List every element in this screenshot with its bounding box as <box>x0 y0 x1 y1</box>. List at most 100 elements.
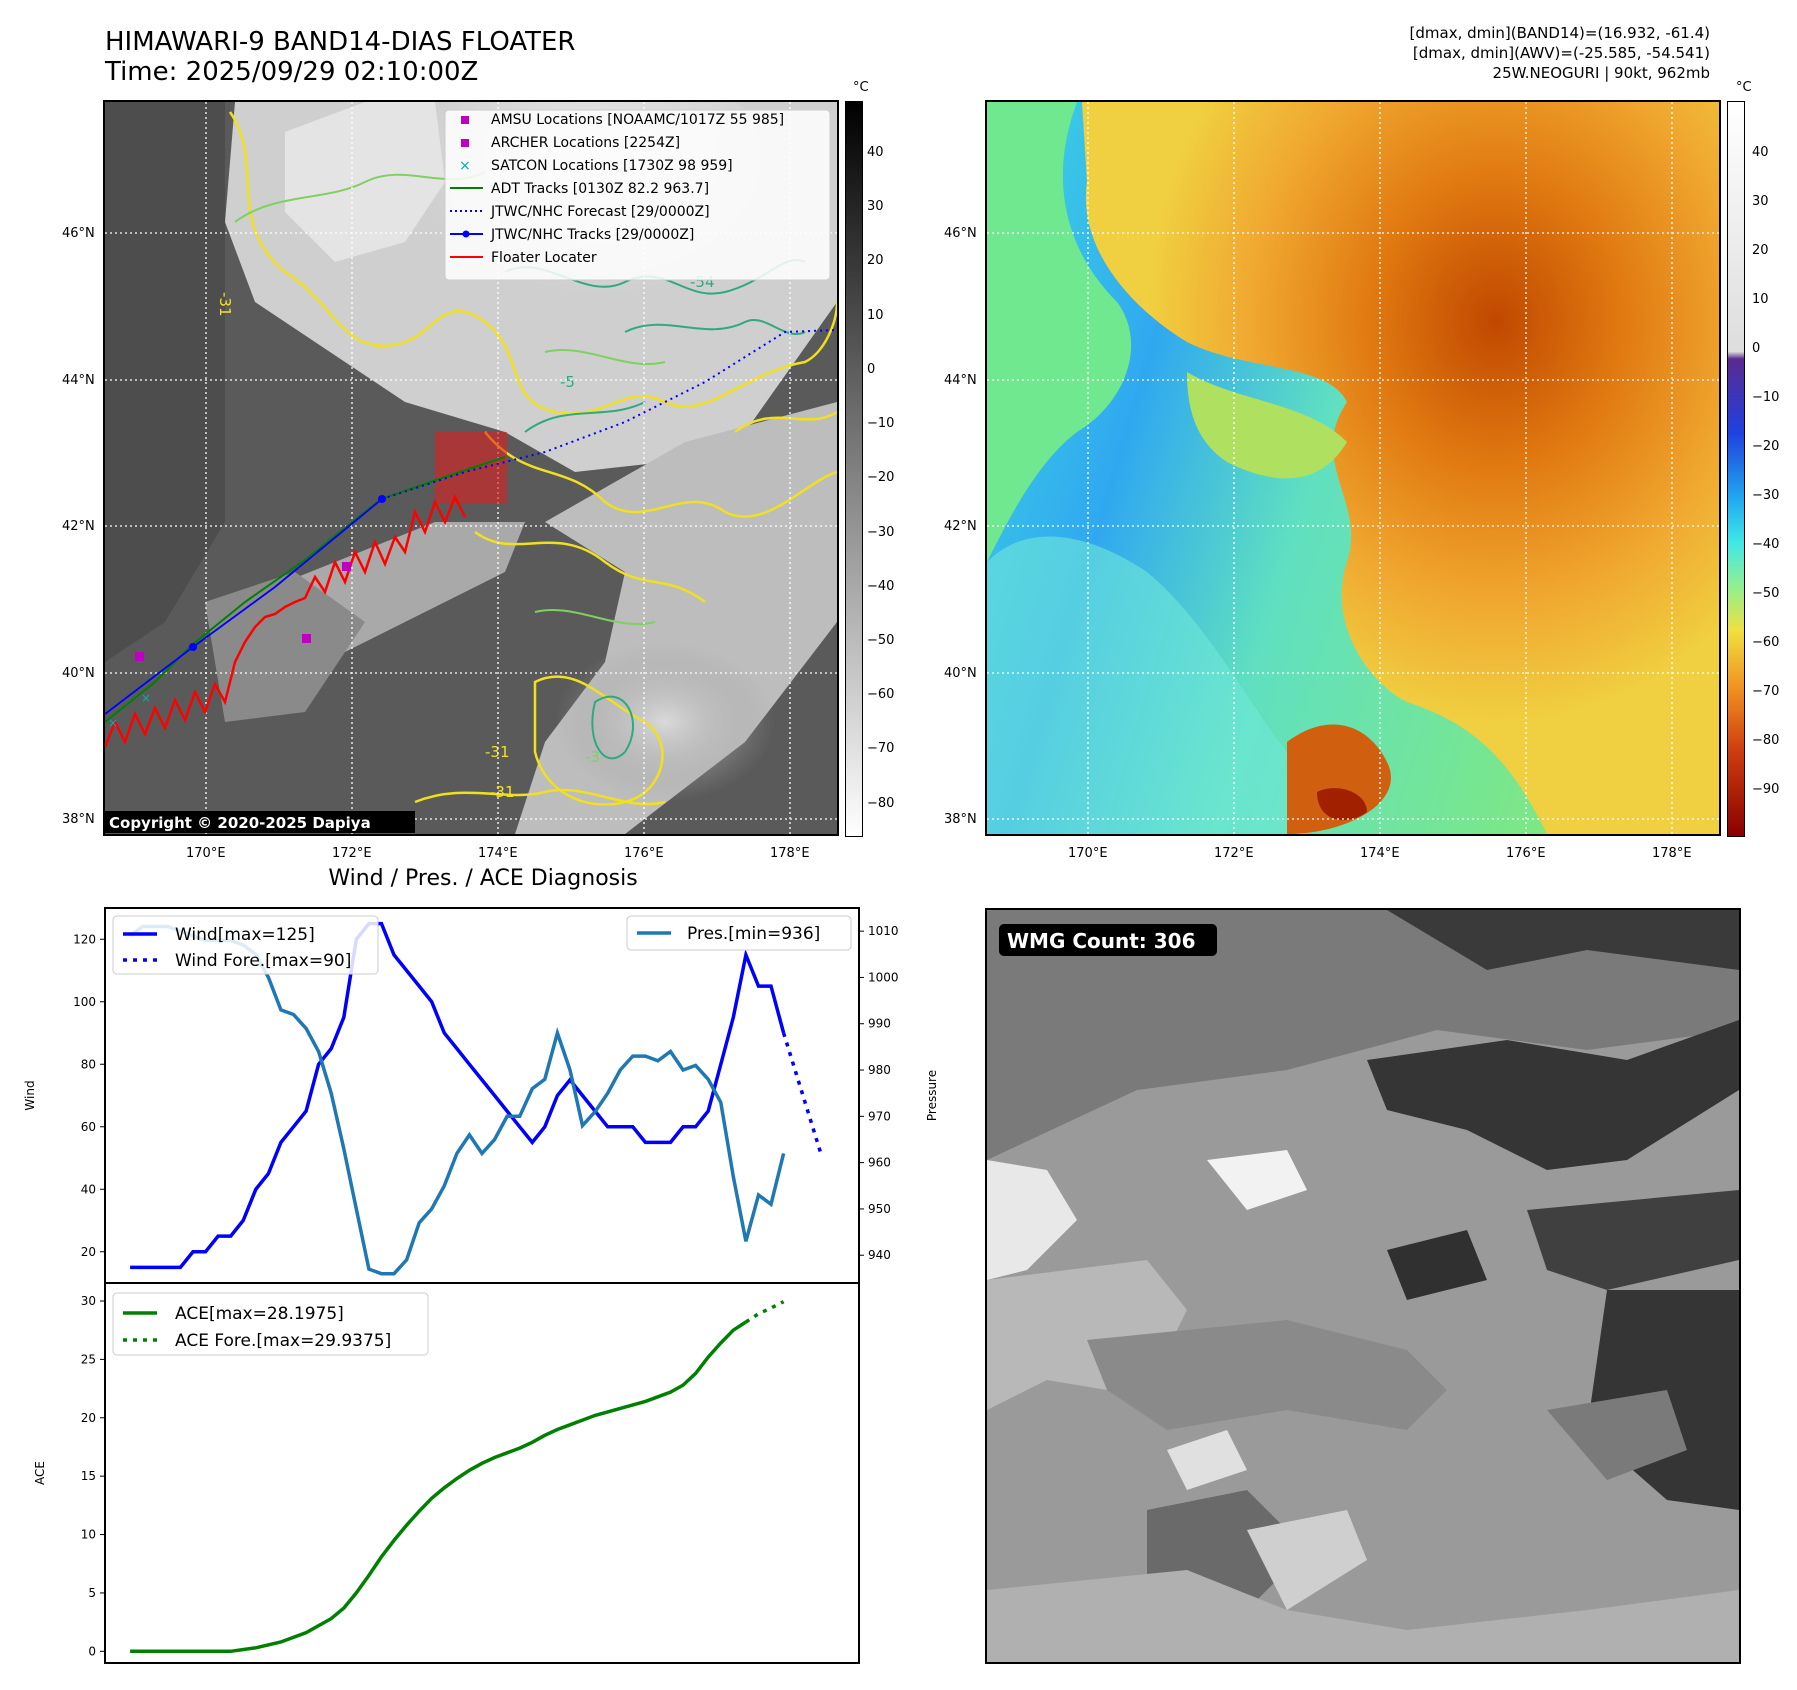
ace-series-line-0 <box>130 1320 747 1654</box>
y2-tick-label: 1010 <box>868 924 899 938</box>
y-tick-label: 100 <box>73 995 96 1009</box>
lat-label: 46°N <box>944 226 977 241</box>
legend-adt: ADT Tracks [0130Z 82.2 963.7] <box>491 181 709 197</box>
colorbar-tick: 20 <box>1752 243 1769 258</box>
legend-entry: Pres.[min=936] <box>687 924 820 944</box>
lat-label: 38°N <box>62 812 95 827</box>
lon-label: 178°E <box>1652 846 1692 861</box>
colorbar-tick: −70 <box>1752 684 1780 699</box>
colorbar-tick: −10 <box>1752 390 1780 405</box>
svg-text:×: × <box>141 691 151 705</box>
lon-label: 170°E <box>186 846 226 861</box>
contour-label: -31 <box>485 743 510 761</box>
lon-label: 176°E <box>1506 846 1546 861</box>
legend-box <box>112 915 379 975</box>
legend-entry: Wind Fore.[max=90] <box>175 951 351 971</box>
y-tick-label: 10 <box>81 1528 96 1542</box>
legend-jtwc-forecast: JTWC/NHC Forecast [29/0000Z] <box>490 204 710 220</box>
adt-track <box>105 456 506 723</box>
colorbar-tick: −20 <box>1752 439 1780 454</box>
y-tick-label: 5 <box>88 1586 96 1600</box>
legend-satcon: SATCON Locations [1730Z 98 959] <box>491 158 733 174</box>
lon-label: 178°E <box>770 846 810 861</box>
y-tick-label: 25 <box>81 1352 96 1366</box>
lat-label: 40°N <box>62 666 95 681</box>
y-tick-label: 80 <box>81 1057 96 1071</box>
colorbar-gray-ticks: 40 30 20 10 0 −10 −20 −30 −40 −50 −60 −7… <box>867 145 907 825</box>
legend-box <box>626 915 852 951</box>
diagnosis-charts: 2040608010012094095096097098099010001010… <box>23 907 939 1664</box>
info-line2: [dmax, dmin](AWV)=(-25.585, -54.541) <box>1412 44 1710 62</box>
legend-entry: ACE[max=28.1975] <box>175 1304 344 1324</box>
wmg-panel: WMG Count: 306 <box>985 908 1741 1664</box>
wmg-count: WMG Count: 306 <box>1007 929 1196 953</box>
contour-label: -5 <box>560 373 575 391</box>
lon-label: 176°E <box>624 846 664 861</box>
colorbar-tick: 10 <box>1752 292 1769 307</box>
y-axis-label: Wind <box>23 1080 37 1110</box>
y-tick-label: 120 <box>73 932 96 946</box>
contour-label: -3 <box>585 748 600 766</box>
y2-tick-label: 990 <box>868 1017 891 1031</box>
figure-title-line1: HIMAWARI-9 BAND14-DIAS FLOATER <box>105 27 576 57</box>
lat-label: 44°N <box>944 373 977 388</box>
figure-title-line2: Time: 2025/09/29 02:10:00Z <box>105 57 479 87</box>
y-axis-label: ACE <box>33 1461 47 1485</box>
legend-amsu: AMSU Locations [NOAAMC/1017Z 55 985] <box>491 112 784 128</box>
legend-box <box>112 1292 429 1356</box>
y-tick-label: 0 <box>88 1644 96 1658</box>
y2-tick-label: 960 <box>868 1156 891 1170</box>
colorbar-tick: −60 <box>867 687 895 702</box>
y-tick-label: 60 <box>81 1120 96 1134</box>
info-line3: 25W.NEOGURI | 90kt, 962mb <box>1492 64 1710 82</box>
lat-label: 42°N <box>62 519 95 534</box>
y-tick-label: 30 <box>81 1294 96 1308</box>
lon-label: 174°E <box>478 846 518 861</box>
y-tick-label: 40 <box>81 1182 96 1196</box>
colorbar-tick: 10 <box>867 308 884 323</box>
y-tick-label: 20 <box>81 1245 96 1259</box>
colorbar-tick: −40 <box>867 579 895 594</box>
svg-text:×: × <box>108 716 118 730</box>
series-line-0 <box>130 921 786 1270</box>
colorbar-tick: 0 <box>867 362 876 377</box>
y2-tick-label: 980 <box>868 1063 891 1077</box>
water-vapor-panel <box>985 100 1721 836</box>
lat-label: 42°N <box>944 519 977 534</box>
y2-axis-label: Pressure <box>925 1070 939 1121</box>
lat-label: 38°N <box>944 812 977 827</box>
colorbar-gray <box>845 101 863 837</box>
colorbar-tick: 30 <box>867 199 884 214</box>
floater-track <box>105 493 467 748</box>
colorbar-tick: 0 <box>1752 341 1761 356</box>
lon-label: 174°E <box>1360 846 1400 861</box>
lat-label: 44°N <box>62 373 95 388</box>
ace-chart: 0 5 10 15 20 25 30 ACE ACE[max=28.1975] ACE Fore.… <box>33 1282 860 1664</box>
colorbar-tick: −50 <box>867 633 895 648</box>
jtwc-track <box>105 498 383 715</box>
lon-label: 172°E <box>332 846 372 861</box>
y2-tick-label: 950 <box>868 1202 891 1216</box>
legend-jtwc-tracks: JTWC/NHC Tracks [29/0000Z] <box>490 227 694 243</box>
colorbar-tick: −50 <box>1752 586 1780 601</box>
contour-label: -31 <box>490 783 515 801</box>
satellite-map: -54 -5 -31 -31 -3 -31 ×× AMSU Locations … <box>105 102 837 834</box>
lon-label: 172°E <box>1214 846 1254 861</box>
colorbar-tick: −60 <box>1752 635 1780 650</box>
colorbar-tick: −30 <box>867 525 895 540</box>
colorbar-unit: °C <box>1736 80 1752 95</box>
colorbar-tick: −30 <box>1752 488 1780 503</box>
y2-tick-label: 940 <box>868 1248 891 1262</box>
colorbar-tick: −10 <box>867 416 895 431</box>
svg-text:×: × <box>459 158 471 174</box>
jtwc-forecast <box>381 329 837 500</box>
y-tick-label: 20 <box>81 1411 96 1425</box>
lon-label: 170°E <box>1068 846 1108 861</box>
diagnosis-title: Wind / Pres. / ACE Diagnosis <box>328 866 638 891</box>
colorbar-wv-ticks: 40 30 20 10 0 −10 −20 −30 −40 −50 −60 −7… <box>1752 145 1796 825</box>
water-vapor-map <box>987 102 1719 834</box>
colorbar-tick: −40 <box>1752 537 1780 552</box>
y2-tick-label: 1000 <box>868 970 899 984</box>
info-line1: [dmax, dmin](BAND14)=(16.932, -61.4) <box>1409 24 1710 42</box>
satellite-map-panel: -54 -5 -31 -31 -3 -31 × × AMSU Locations … <box>103 100 839 836</box>
